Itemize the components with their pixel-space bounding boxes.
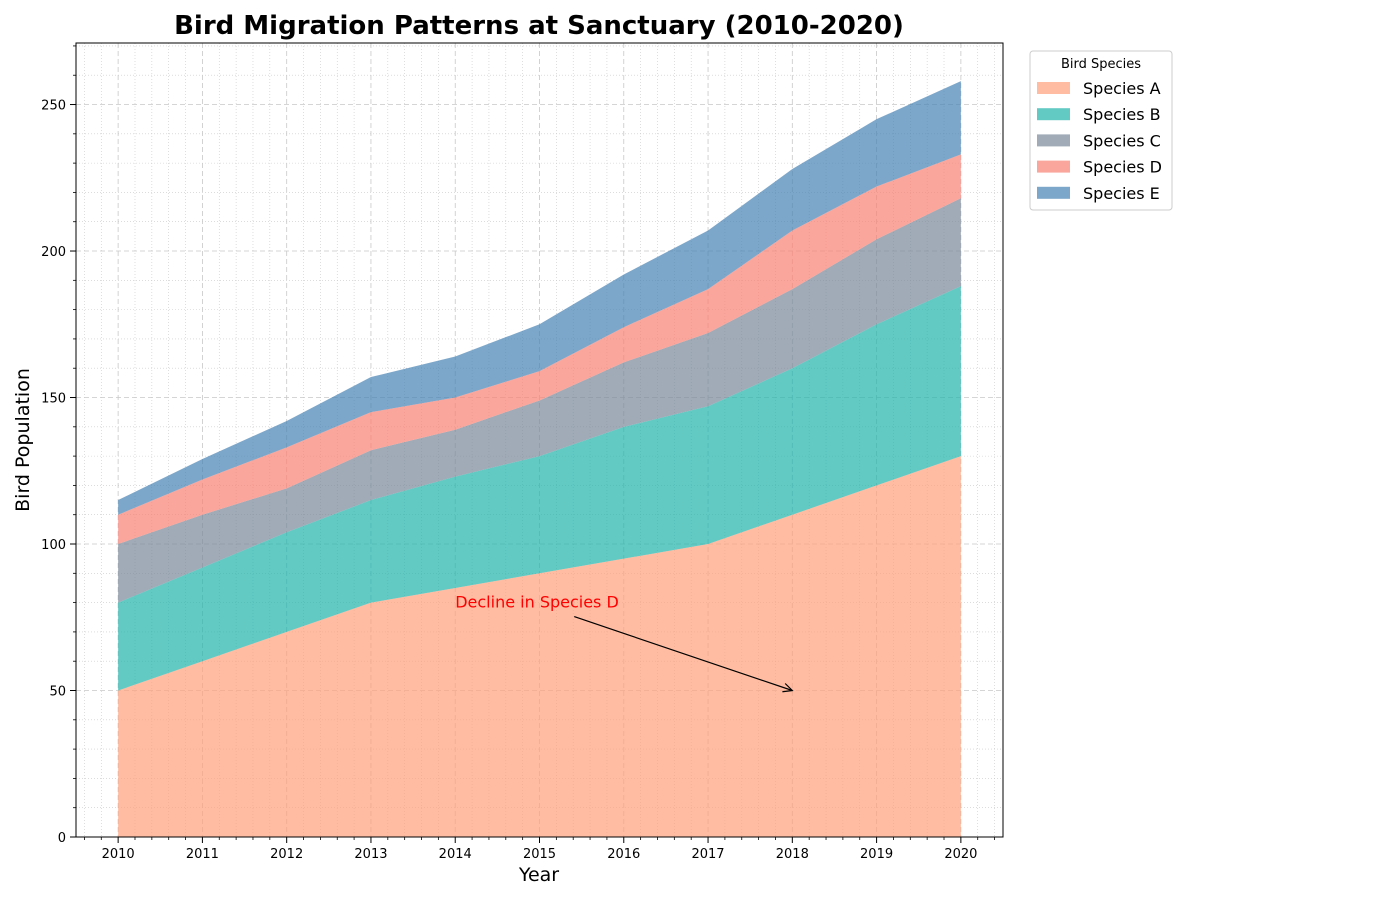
y-tick-label: 0 (58, 831, 66, 846)
x-tick-label: 2014 (439, 847, 472, 862)
x-tick-label: 2011 (186, 847, 219, 862)
legend-swatch-species-c (1037, 134, 1070, 147)
annotation-text: Decline in Species D (455, 593, 619, 612)
x-tick-label: 2012 (270, 847, 303, 862)
x-tick-label: 2015 (523, 847, 556, 862)
y-tick-label: 100 (41, 538, 66, 553)
legend-label-species-c: Species C (1083, 131, 1161, 150)
legend-swatch-species-d (1037, 160, 1070, 173)
legend-label-species-e: Species E (1083, 184, 1160, 203)
x-tick-label: 2019 (860, 847, 893, 862)
y-tick-label: 50 (49, 685, 66, 700)
annotation-arrow (574, 616, 793, 692)
x-tick-label: 2010 (102, 847, 135, 862)
legend-title: Bird Species (1061, 57, 1141, 72)
legend-label-species-b: Species B (1083, 105, 1161, 124)
legend: Bird Species Species A Species B Species C… (1029, 50, 1173, 211)
y-axis-label: Bird Population (12, 368, 34, 512)
legend-label-species-d: Species D (1083, 158, 1162, 177)
legend-swatch-species-b (1037, 108, 1070, 121)
legend-swatch-species-e (1037, 186, 1070, 199)
area-species-e (118, 81, 961, 515)
x-tick-label: 2013 (354, 847, 387, 862)
chart-title: Bird Migration Patterns at Sanctuary (20… (174, 11, 904, 41)
x-axis-label: Year (518, 864, 559, 886)
area-species-c (118, 198, 961, 603)
x-tick-label: 2016 (607, 847, 640, 862)
area-species-b (118, 286, 961, 691)
area-species-d (118, 154, 961, 545)
x-tick-label: 2020 (944, 847, 977, 862)
x-tick-label: 2017 (691, 847, 724, 862)
x-tick-label: 2018 (776, 847, 809, 862)
annotation-layer: Decline in Species D (455, 593, 794, 693)
legend-swatch-species-a (1037, 82, 1070, 94)
annotation-arrowhead (782, 683, 794, 693)
y-tick-label: 150 (41, 392, 66, 407)
y-tick-label: 250 (41, 99, 66, 114)
area-species-a (118, 456, 961, 837)
x-axis-ticks: 2010 2011 2012 2013 2014 2015 2016 2017 2018 2019… (84, 837, 995, 862)
y-axis-ticks: 0 50 100 150 200 250 (41, 45, 76, 846)
y-tick-label: 200 (41, 245, 66, 260)
legend-label-species-a: Species A (1083, 79, 1161, 98)
stacked-areas (118, 81, 961, 837)
